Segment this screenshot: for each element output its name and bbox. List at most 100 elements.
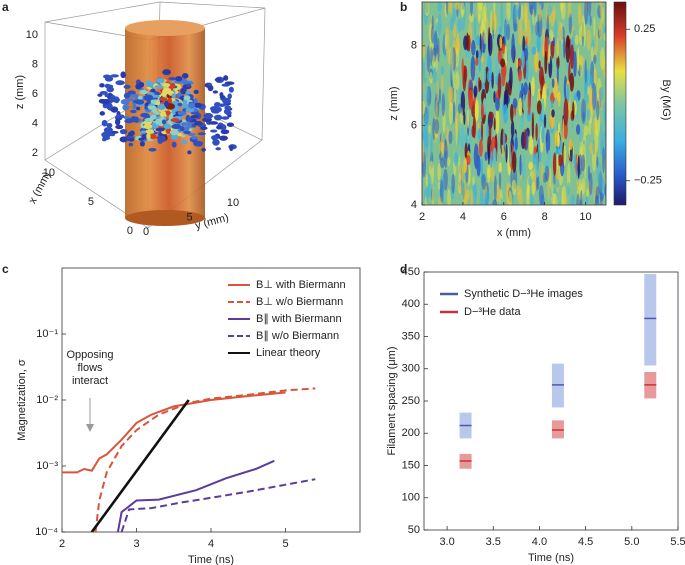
- field-stripe: [530, 76, 535, 97]
- field-stripe: [573, 50, 577, 78]
- blob-cell: [115, 114, 125, 119]
- field-stripe: [498, 162, 502, 174]
- blob-cell: [191, 136, 198, 140]
- field-stripe: [535, 123, 538, 141]
- blob-cell: [221, 83, 230, 87]
- field-stripe: [578, 179, 582, 193]
- field-stripe: [474, 99, 479, 122]
- panel-d: d 3.0 3.5 4.0 4.5 5.0 5.5 50 100 150 200 250 300 350 4…: [386, 262, 685, 564]
- field-stripe: [585, 195, 589, 205]
- blob-cell: [104, 93, 109, 98]
- annotation: interact: [72, 375, 108, 387]
- field-stripe: [574, 34, 579, 46]
- blob-cell: [213, 102, 221, 108]
- field-stripe: [573, 154, 577, 168]
- field-stripe: [551, 192, 556, 205]
- field-stripe: [537, 176, 540, 190]
- x-tick-label: 5.5: [670, 536, 685, 548]
- lines: [62, 387, 316, 532]
- blob-cell: [124, 118, 132, 124]
- field-stripe: [458, 155, 461, 183]
- y-tick-label: 450: [402, 266, 420, 278]
- blob-cell: [203, 112, 213, 120]
- field-stripe: [536, 100, 542, 115]
- field-stripe: [481, 120, 484, 142]
- blob-cell: [171, 124, 182, 130]
- field-stripe: [470, 55, 476, 82]
- blob-cell: [141, 134, 147, 140]
- blob-cell: [181, 73, 189, 79]
- field-stripe: [460, 125, 465, 150]
- field-stripe: [479, 187, 484, 205]
- field-stripe: [422, 43, 426, 58]
- field-stripe: [481, 173, 487, 190]
- blob-cell: [159, 97, 168, 102]
- blob-cell: [155, 118, 160, 125]
- x-tick-label: 10: [43, 167, 55, 179]
- field-stripe: [436, 79, 440, 104]
- field-stripe: [592, 139, 595, 156]
- field-stripe: [559, 139, 564, 154]
- blob-cell: [139, 89, 149, 95]
- blob-cell: [179, 126, 185, 132]
- field-stripe: [475, 49, 479, 60]
- field-stripe: [487, 167, 491, 183]
- field-stripe: [523, 152, 526, 180]
- field-stripe: [473, 85, 478, 98]
- blob-cell: [99, 90, 108, 95]
- blob-cell: [145, 80, 152, 84]
- series-line: [120, 478, 316, 532]
- field-stripe: [456, 40, 461, 52]
- x-axis-label: Time (ns): [188, 554, 234, 565]
- blob-cell: [135, 83, 142, 90]
- field-stripe: [473, 16, 477, 41]
- field-stripe: [448, 101, 454, 125]
- blob-cell: [193, 140, 204, 147]
- field-stripe: [591, 82, 597, 111]
- legend-label: B⊥ with Biermann: [256, 279, 346, 291]
- field-stripe: [451, 48, 454, 75]
- field-stripe: [463, 179, 466, 205]
- field-stripe: [467, 109, 470, 129]
- blob-cell: [170, 133, 178, 140]
- field-stripe: [431, 186, 435, 205]
- field-stripe: [542, 26, 545, 46]
- field-stripe: [586, 29, 592, 51]
- field-stripe: [528, 135, 534, 155]
- field-stripe: [510, 2, 513, 20]
- field-stripe: [469, 2, 474, 17]
- blob-cell: [127, 90, 136, 96]
- field-stripe: [565, 35, 571, 63]
- blob-cell: [168, 77, 178, 81]
- field-stripe: [521, 82, 524, 94]
- x-tick-label: 3: [133, 538, 139, 550]
- field-stripe: [562, 118, 565, 146]
- field-stripe: [452, 101, 456, 124]
- field-stripe: [556, 37, 559, 59]
- field-stripe: [556, 153, 559, 170]
- blob-cell: [193, 89, 199, 94]
- field-stripe: [569, 139, 573, 151]
- field-stripe: [555, 178, 559, 188]
- field-stripe: [576, 193, 580, 205]
- field-stripe: [466, 32, 469, 52]
- field-stripe: [560, 2, 566, 20]
- blob-cell: [180, 87, 187, 95]
- field-stripe: [500, 197, 503, 205]
- blob-cell: [115, 124, 124, 130]
- blob-cell: [163, 123, 172, 130]
- blob-cell: [227, 114, 232, 118]
- field-stripe: [569, 44, 575, 70]
- legend-label: B∥ w/o Biermann: [256, 330, 339, 342]
- field-stripe: [556, 64, 559, 86]
- blob-cell: [187, 150, 192, 155]
- blob-cell: [211, 135, 218, 141]
- x-tick-label: 5.0: [624, 536, 639, 548]
- blob-cell: [197, 132, 206, 136]
- field-stripe: [599, 192, 604, 202]
- field-stripe: [483, 30, 487, 45]
- field-stripe: [452, 72, 456, 89]
- blob-cell: [157, 103, 166, 111]
- field-stripe: [509, 66, 513, 90]
- field-stripe: [518, 97, 523, 117]
